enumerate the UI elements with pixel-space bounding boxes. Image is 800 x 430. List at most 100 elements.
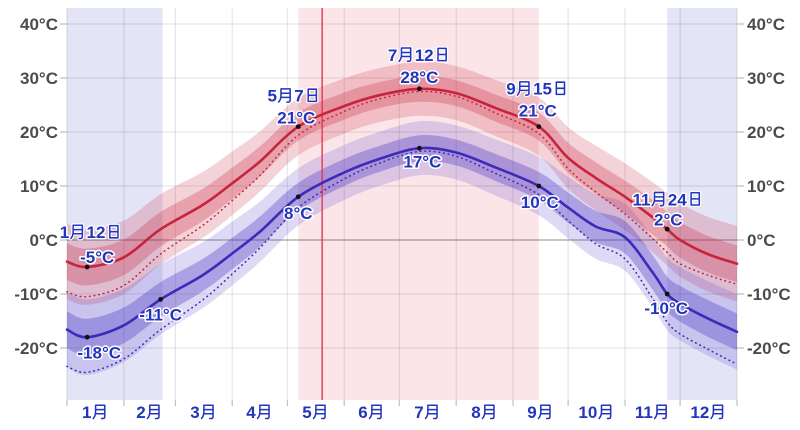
month-label-4-text: 4 xyxy=(246,403,256,422)
annotation-temp-label: 2°C xyxy=(653,209,685,231)
annotation-date-label-text: 5 xyxy=(268,87,277,106)
month-label-3: 3 xyxy=(189,402,215,423)
y-axis-label-right: -20°C xyxy=(747,339,791,358)
y-axis-label-left: 20°C xyxy=(20,123,58,142)
data-point xyxy=(417,86,422,92)
low-dotted-curve xyxy=(66,150,738,374)
annotation-temp-label-text: 21°C xyxy=(277,109,315,128)
kanji-month xyxy=(537,404,551,420)
annotation-date-label: 7 12 xyxy=(386,44,449,66)
month-label-11: 11 xyxy=(634,402,668,423)
annotation-temp-label-text: 8°C xyxy=(284,204,313,223)
annotation-date-label: 9 15 xyxy=(505,78,567,100)
annotation-temp-label-text: -18°C xyxy=(77,343,121,362)
data-point xyxy=(664,226,670,232)
kanji-month xyxy=(70,224,84,240)
annotation-date-label: 1 12 xyxy=(58,222,120,244)
annotation-temp-label: 17°C xyxy=(402,151,443,173)
month-label-6: 6 xyxy=(357,402,383,423)
data-point xyxy=(295,194,301,200)
y-axis-label-right: 0°C xyxy=(747,231,776,250)
high-band-inner xyxy=(67,75,737,286)
annotation-date-label-text: 7 xyxy=(294,87,303,106)
month-label-2-text: 2 xyxy=(136,403,145,422)
month-label-3-text: 3 xyxy=(190,403,199,422)
annotation-date-label: 11 24 xyxy=(631,189,702,211)
kanji-month xyxy=(200,404,214,420)
annotation-temp-label: -5°C xyxy=(79,247,116,269)
y-axis-label-left: 30°C xyxy=(20,69,58,88)
month-label-7: 7 xyxy=(413,402,439,423)
season-bands xyxy=(67,8,737,400)
annotation-temp-label-text: -10°C xyxy=(644,299,688,318)
annotation-temp-label-text: -5°C xyxy=(80,248,114,267)
annotation-temp-label-text: 10°C xyxy=(521,193,559,212)
kanji-day xyxy=(437,47,447,62)
kanji-month xyxy=(398,47,412,63)
data-point xyxy=(158,297,164,302)
annotation-temp-label: 8°C xyxy=(283,202,315,224)
annotation-temp-label: 10°C xyxy=(519,192,560,214)
month-label-7-text: 7 xyxy=(414,403,423,422)
annotation-date-label-text: 15 xyxy=(533,80,552,99)
temperature-curves xyxy=(65,8,739,400)
data-point xyxy=(536,124,542,129)
month-label-12-text: 12 xyxy=(690,403,709,422)
annotation-date-label-text: 12 xyxy=(87,223,106,242)
kanji-month xyxy=(368,404,382,420)
low-temperature-curve xyxy=(65,146,739,339)
annotation-temp-label: -11°C xyxy=(138,304,184,326)
month-label-12: 12 xyxy=(689,402,724,423)
y-axis-label-left: -10°C xyxy=(14,285,58,304)
month-label-5: 5 xyxy=(301,402,327,423)
warm-season-band xyxy=(298,8,539,400)
high-dotted-curve xyxy=(66,90,738,298)
month-label-8: 8 xyxy=(470,402,496,423)
annotation-temp-label: -18°C xyxy=(76,342,123,364)
cold-season-early-band xyxy=(67,8,163,400)
axis-labels: 40°C 40°C 30°C 30°C 20°C 20°C 10°C 10°C 0°C 0°C -1… xyxy=(14,15,791,423)
kanji-day xyxy=(555,81,566,96)
annotation-date-label-text: 1 xyxy=(60,223,69,242)
annotation-date-label-text: 7 xyxy=(388,46,397,65)
y-axis-label-left: 0°C xyxy=(29,231,58,250)
annotation-date-label-text: 12 xyxy=(415,46,434,65)
data-point xyxy=(84,334,90,340)
annotation-date-label-text: 11 xyxy=(633,190,651,209)
y-axis-label-right: 10°C xyxy=(747,177,785,196)
annotation-temp-label-text: 21°C xyxy=(519,102,557,121)
gridlines xyxy=(60,8,744,406)
annotation-temp-label: 21°C xyxy=(517,100,558,122)
month-label-2: 2 xyxy=(135,402,161,423)
annotation-temp-label: -10°C xyxy=(643,298,690,320)
kanji-month xyxy=(277,88,291,103)
y-axis-label-left: 10°C xyxy=(20,177,58,196)
kanji-month xyxy=(312,404,326,420)
annotation-temp-label-text: -11°C xyxy=(139,306,182,325)
low-band-outer xyxy=(67,120,737,376)
annotation-date-label-text: 24 xyxy=(668,190,687,209)
annotation-temp-label-text: 28°C xyxy=(400,68,438,87)
month-label-10-text: 10 xyxy=(578,403,597,422)
data-point xyxy=(417,145,422,151)
data-point xyxy=(84,264,90,270)
month-label-10: 10 xyxy=(577,402,613,423)
kanji-month xyxy=(146,404,160,420)
kanji-day xyxy=(690,192,701,206)
kanji-month xyxy=(598,404,612,420)
kanji-month xyxy=(481,404,495,420)
kanji-month xyxy=(516,81,530,96)
month-label-1: 1 xyxy=(81,402,107,423)
month-label-5-text: 5 xyxy=(302,403,311,422)
annotation-temp-label: 21°C xyxy=(276,107,317,129)
kanji-month xyxy=(653,404,667,420)
month-label-6-text: 6 xyxy=(358,403,367,422)
kanji-month xyxy=(424,404,438,420)
y-axis-label-right: 20°C xyxy=(747,123,785,142)
high-temperature-curve xyxy=(65,87,739,269)
low-band-inner xyxy=(67,134,737,356)
